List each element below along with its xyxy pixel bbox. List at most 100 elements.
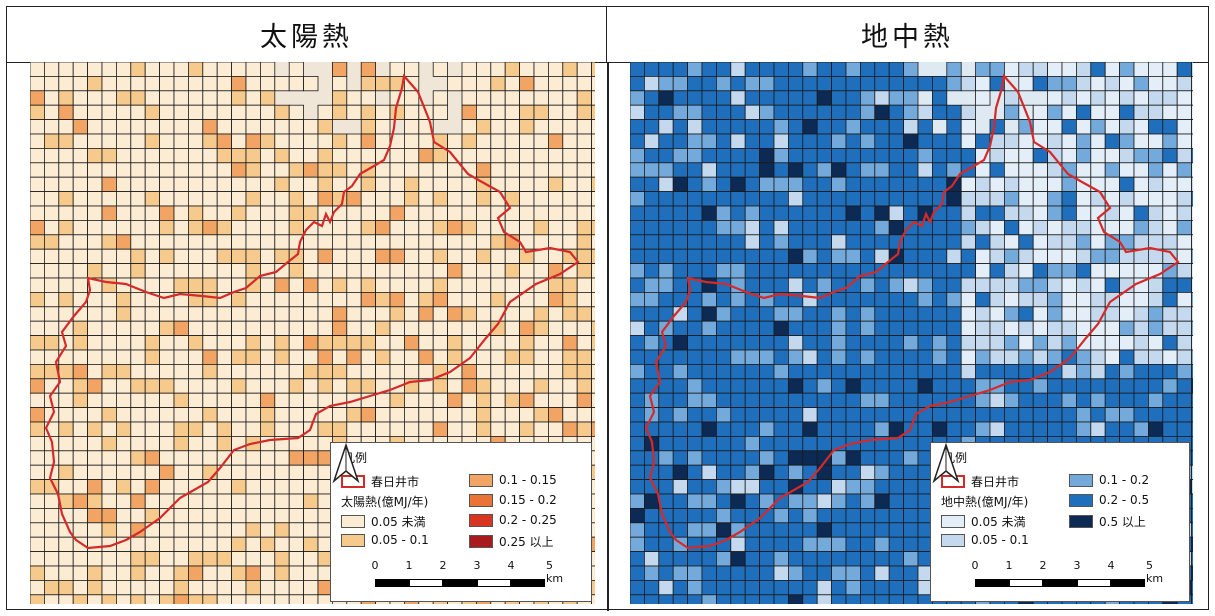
grid-cell — [159, 90, 175, 106]
grid-cell — [1104, 392, 1121, 409]
grid-cell — [874, 349, 890, 365]
grid-cell — [72, 162, 89, 178]
grid-cell — [259, 479, 276, 495]
grid-cell — [989, 320, 1005, 337]
grid-cell — [490, 75, 506, 92]
grid-cell — [231, 421, 247, 437]
grid-cell — [701, 522, 717, 538]
grid-cell — [548, 62, 564, 77]
grid-cell — [548, 335, 564, 351]
grid-cell — [360, 277, 377, 293]
grid-cell — [216, 191, 232, 207]
grid-cell — [687, 62, 703, 77]
grid-cell — [72, 493, 89, 509]
grid-cell — [744, 306, 760, 322]
grid-cell — [245, 62, 261, 77]
grid-cell — [533, 176, 549, 192]
grid-cell — [159, 450, 175, 466]
grid-cell — [1176, 263, 1193, 279]
grid-cell — [202, 536, 218, 553]
grid-cell — [432, 148, 449, 164]
geothermal-map[interactable]: 凡例 春日井市 地中熱(億MJ/年) 0.05 未満 0.05 - 0.1 0.… — [630, 62, 1193, 604]
grid-cell — [802, 479, 818, 495]
grid-cell — [317, 378, 333, 394]
grid-cell — [87, 205, 103, 221]
grid-cell — [759, 536, 775, 553]
grid-cell — [87, 119, 103, 135]
grid-cell — [576, 148, 593, 164]
grid-cell — [630, 148, 645, 164]
grid-cell — [759, 421, 775, 437]
grid-cell — [701, 421, 717, 437]
grid-cell — [672, 594, 689, 604]
grid-cell — [317, 291, 333, 308]
grid-cell — [274, 392, 290, 409]
grid-cell — [802, 133, 818, 149]
legend-class-row: 0.1 - 0.15 — [469, 473, 557, 487]
grid-cell — [116, 493, 132, 509]
grid-cell — [144, 435, 160, 452]
solar-map[interactable]: 凡例 春日井市 太陽熱(億MJ/年) 0.05 未満 0.05 - 0.1 0.… — [30, 62, 595, 604]
grid-cell — [231, 378, 247, 394]
grid-cell — [548, 392, 564, 409]
grid-cell — [461, 421, 477, 437]
grid-cell — [475, 248, 492, 264]
grid-cell — [576, 421, 593, 437]
grid-cell — [874, 363, 890, 380]
grid-cell — [716, 435, 732, 452]
grid-cell — [658, 148, 674, 164]
grid-cell — [903, 335, 919, 351]
grid-cell — [888, 493, 905, 509]
grid-cell — [773, 464, 789, 481]
grid-cell — [1133, 320, 1149, 337]
grid-cell — [432, 291, 449, 308]
grid-cell — [1191, 363, 1193, 380]
grid-cell — [917, 104, 933, 121]
grid-cell — [202, 479, 218, 495]
grid-cell — [259, 536, 276, 553]
grid-cell — [888, 464, 905, 481]
grid-cell — [1018, 176, 1034, 192]
grid-cell — [1075, 162, 1092, 178]
grid-cell — [43, 565, 60, 581]
grid-cell — [288, 522, 305, 538]
grid-cell — [1176, 62, 1193, 77]
grid-cell — [903, 479, 919, 495]
grid-cell — [816, 234, 832, 250]
grid-cell — [730, 349, 746, 365]
grid-cell — [730, 594, 746, 604]
grid-cell — [403, 191, 420, 207]
grid-cell — [845, 464, 861, 481]
grid-cell — [1104, 176, 1121, 192]
grid-cell — [960, 363, 977, 380]
grid-cell — [144, 407, 160, 423]
grid-cell — [30, 119, 45, 135]
grid-cell — [72, 450, 89, 466]
grid-cell — [1191, 464, 1193, 481]
grid-cell — [461, 191, 477, 207]
grid-cell — [960, 378, 977, 394]
grid-cell — [989, 407, 1005, 423]
grid-cell — [30, 162, 45, 178]
grid-cell — [1075, 75, 1092, 92]
grid-cell — [802, 421, 818, 437]
grid-cell — [917, 119, 933, 135]
grid-cell — [346, 263, 362, 279]
grid-cell — [87, 580, 103, 596]
grid-cell — [447, 75, 463, 92]
grid-cell — [173, 234, 189, 250]
grid-cell — [187, 75, 204, 92]
grid-cell — [744, 320, 760, 337]
grid-cell — [845, 479, 861, 495]
grid-cell — [30, 435, 45, 452]
grid-cell — [716, 219, 732, 236]
grid-cell — [591, 536, 595, 553]
grid-cell — [931, 104, 948, 121]
grid-cell — [216, 148, 232, 164]
grid-cell — [288, 133, 305, 149]
grid-cell — [360, 291, 377, 308]
grid-cell — [159, 75, 175, 92]
grid-cell — [687, 349, 703, 365]
grid-cell — [701, 565, 717, 581]
grid-cell — [245, 421, 261, 437]
